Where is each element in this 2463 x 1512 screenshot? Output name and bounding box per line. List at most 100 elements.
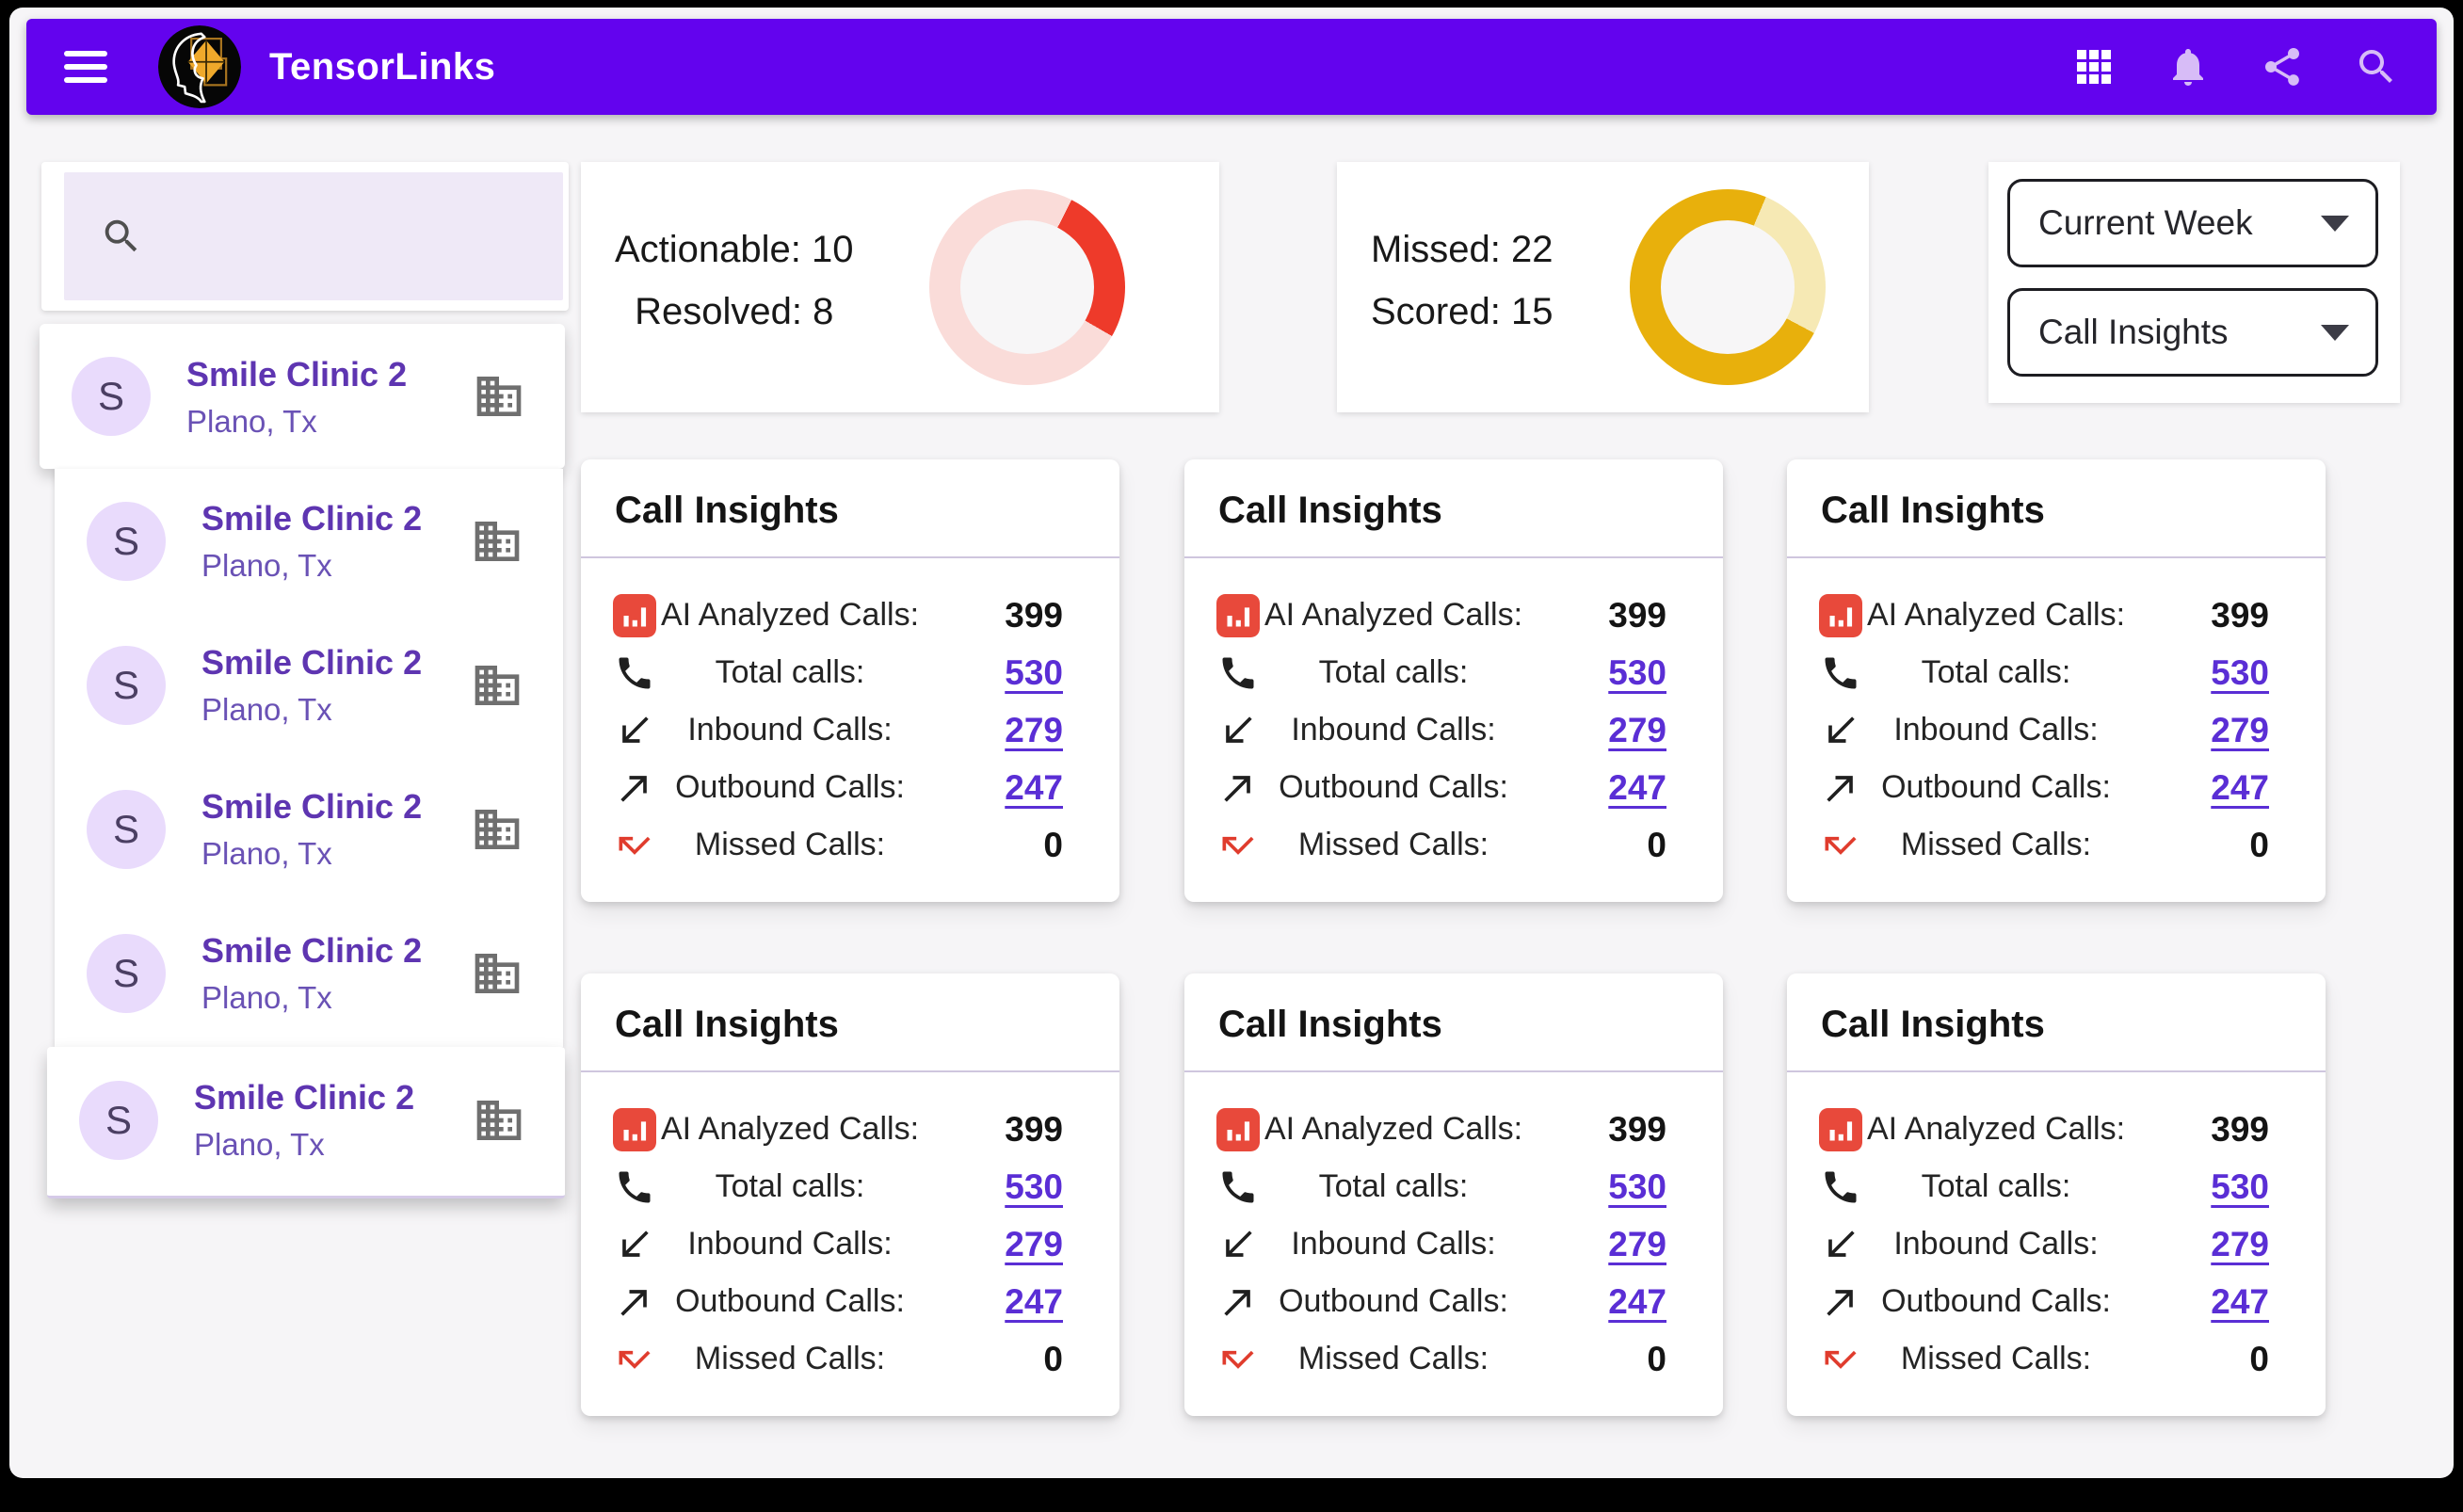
- stat-row-ai-analyzed: AI Analyzed Calls: 399: [581, 1101, 1119, 1158]
- clinic-name: Smile Clinic 2: [186, 354, 408, 394]
- stat-label: Inbound Calls:: [1291, 1226, 1496, 1262]
- call-missed-icon: [1215, 1339, 1262, 1380]
- chevron-down-icon: [2321, 324, 2349, 341]
- stat-row-inbound: Inbound Calls: 279: [581, 1215, 1119, 1273]
- stat-value-link[interactable]: 530: [2211, 652, 2269, 692]
- app-bar: TensorLinks: [26, 19, 2437, 115]
- card-title: Call Insights: [615, 490, 839, 531]
- stat-value-link[interactable]: 279: [2211, 710, 2269, 749]
- apps-grid-icon[interactable]: [2071, 44, 2117, 89]
- stat-row-ai-analyzed: AI Analyzed Calls: 399: [1787, 587, 2326, 644]
- clinic-list-item[interactable]: S Smile Clinic 2 Plano, Tx: [47, 1047, 565, 1193]
- stat-value-link[interactable]: 279: [1005, 710, 1063, 749]
- phone-icon: [611, 652, 658, 694]
- stat-row-inbound: Inbound Calls: 279: [1184, 701, 1723, 759]
- stat-value-link[interactable]: 530: [1005, 1166, 1063, 1206]
- stat-label: AI Analyzed Calls:: [660, 1111, 920, 1147]
- stat-label: Total calls:: [1921, 1168, 2071, 1204]
- missed-line: Missed: 22: [1371, 229, 1553, 270]
- search-icon[interactable]: [2354, 44, 2399, 89]
- arrow-up-right-icon: [1817, 767, 1864, 809]
- stat-row-missed: Missed Calls: 0: [581, 1330, 1119, 1388]
- card-title: Call Insights: [1218, 490, 1442, 531]
- card-divider: [581, 1070, 1119, 1072]
- clinic-avatar: S: [87, 789, 166, 869]
- clinic-list-item[interactable]: S Smile Clinic 2 Plano, Tx: [40, 324, 565, 469]
- call-insights-card: Call Insights AI Analyzed Calls: 399 Tot…: [1184, 459, 1723, 902]
- building-icon[interactable]: [471, 515, 523, 568]
- stat-row-outbound: Outbound Calls: 247: [1184, 759, 1723, 816]
- stat-value-link[interactable]: 247: [1608, 767, 1666, 807]
- stat-value-link[interactable]: 530: [1608, 1166, 1666, 1206]
- clinic-list-item[interactable]: S Smile Clinic 2 Plano, Tx: [55, 613, 563, 757]
- arrow-up-right-icon: [611, 1281, 658, 1323]
- stat-value-link[interactable]: 279: [2211, 1224, 2269, 1263]
- stat-value: 0: [1647, 1339, 1666, 1378]
- card-title: Call Insights: [1821, 490, 2045, 531]
- stat-value-link[interactable]: 279: [1608, 1224, 1666, 1263]
- stat-row-inbound: Inbound Calls: 279: [1184, 1215, 1723, 1273]
- building-icon[interactable]: [471, 947, 523, 1000]
- stat-row-total-calls: Total calls: 530: [1787, 1158, 2326, 1215]
- stat-label: Total calls:: [1318, 1168, 1469, 1204]
- stat-row-inbound: Inbound Calls: 279: [1787, 701, 2326, 759]
- sidebar-search-card: [41, 162, 569, 311]
- clinic-avatar: S: [72, 357, 151, 436]
- sidebar-search-input[interactable]: [164, 217, 544, 256]
- clinic-name: Smile Clinic 2: [201, 787, 423, 826]
- scored-line: Scored: 15: [1371, 291, 1553, 332]
- stat-value-link[interactable]: 247: [2211, 767, 2269, 807]
- card-divider: [1787, 556, 2326, 558]
- clinic-list-item[interactable]: S Smile Clinic 2 Plano, Tx: [55, 469, 563, 613]
- arrow-down-left-icon: [1215, 1224, 1262, 1265]
- stat-value: 0: [1647, 825, 1666, 864]
- stat-label: Total calls:: [1921, 654, 2071, 690]
- stat-label: Outbound Calls:: [675, 1283, 905, 1319]
- building-icon[interactable]: [471, 803, 523, 856]
- stat-label: Missed Calls:: [1900, 1341, 2092, 1376]
- stat-value-link[interactable]: 279: [1005, 1224, 1063, 1263]
- analytics-icon: [1215, 1108, 1262, 1151]
- stat-label: Outbound Calls:: [1279, 769, 1508, 805]
- stat-value: 399: [1005, 595, 1063, 635]
- clinic-list-item[interactable]: S Smile Clinic 2 Plano, Tx: [55, 757, 563, 901]
- filters-card: Current Week Call Insights: [1988, 162, 2400, 403]
- call-insights-card: Call Insights AI Analyzed Calls: 399 Tot…: [1787, 459, 2326, 902]
- stat-label: Outbound Calls:: [675, 769, 905, 805]
- phone-icon: [1817, 652, 1864, 694]
- missed-donut-chart: [1630, 189, 1826, 385]
- call-missed-icon: [1817, 825, 1864, 866]
- card-divider: [1787, 1070, 2326, 1072]
- stat-row-inbound: Inbound Calls: 279: [581, 701, 1119, 759]
- clinic-list-panel: S Smile Clinic 2 Plano, Tx S Smile Clini…: [55, 469, 563, 1047]
- app-title: TensorLinks: [269, 45, 496, 88]
- stat-value-link[interactable]: 530: [2211, 1166, 2269, 1206]
- stat-value-link[interactable]: 247: [1608, 1281, 1666, 1321]
- card-title: Call Insights: [1821, 1004, 2045, 1045]
- stat-value-link[interactable]: 279: [1608, 710, 1666, 749]
- share-icon[interactable]: [2260, 44, 2305, 89]
- stat-value-link[interactable]: 530: [1005, 652, 1063, 692]
- stat-label: Missed Calls:: [694, 827, 886, 862]
- stat-value-link[interactable]: 530: [1608, 652, 1666, 692]
- stat-row-total-calls: Total calls: 530: [581, 1158, 1119, 1215]
- menu-icon[interactable]: [64, 51, 107, 83]
- clinic-avatar: S: [79, 1080, 158, 1160]
- stat-value-link[interactable]: 247: [2211, 1281, 2269, 1321]
- building-icon[interactable]: [473, 1094, 525, 1147]
- clinic-list-item[interactable]: S Smile Clinic 2 Plano, Tx: [55, 901, 563, 1045]
- metric-select[interactable]: Call Insights: [2007, 288, 2378, 377]
- stat-value-link[interactable]: 247: [1005, 767, 1063, 807]
- call-insights-card: Call Insights AI Analyzed Calls: 399 Tot…: [1184, 973, 1723, 1416]
- sidebar-search-field[interactable]: [64, 172, 563, 300]
- period-select[interactable]: Current Week: [2007, 179, 2378, 267]
- stat-label: AI Analyzed Calls:: [660, 597, 920, 633]
- building-icon[interactable]: [471, 659, 523, 712]
- arrow-up-right-icon: [1215, 1281, 1262, 1323]
- notifications-bell-icon[interactable]: [2165, 44, 2211, 89]
- stat-label: Total calls:: [715, 654, 865, 690]
- stat-value-link[interactable]: 247: [1005, 1281, 1063, 1321]
- missed-summary-card: Missed: 22 Scored: 15: [1337, 162, 1869, 412]
- stat-row-ai-analyzed: AI Analyzed Calls: 399: [1184, 1101, 1723, 1158]
- building-icon[interactable]: [473, 370, 525, 423]
